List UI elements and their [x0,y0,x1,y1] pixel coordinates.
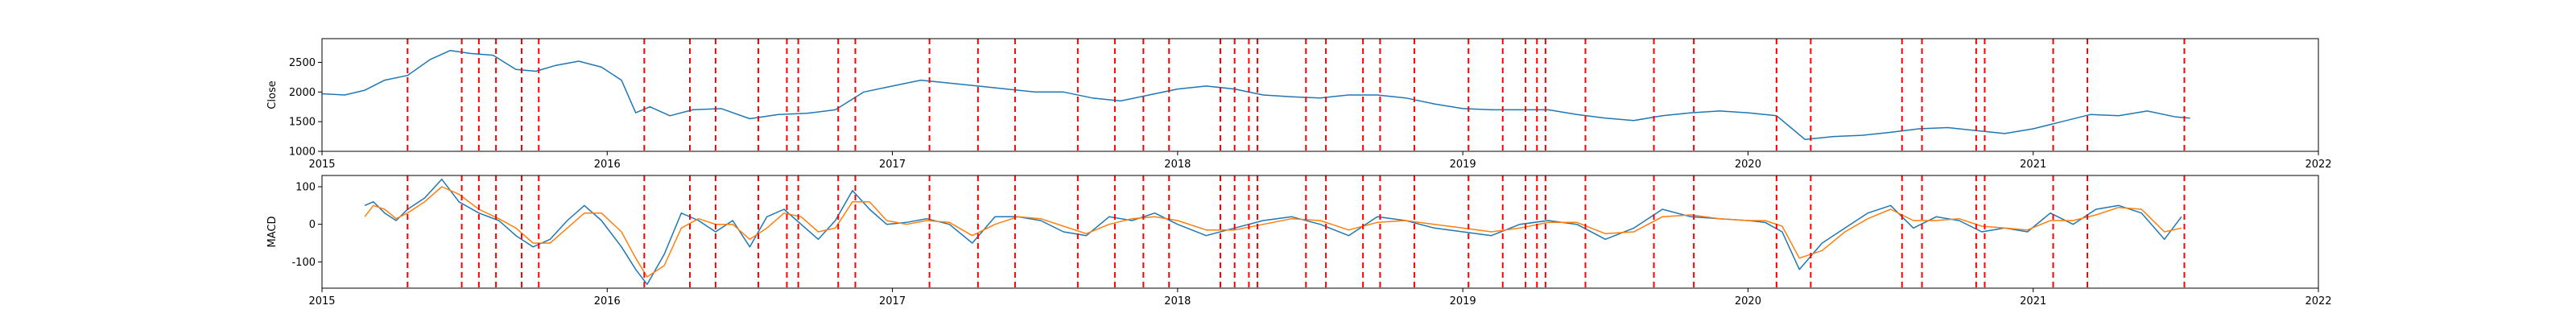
y-tick-label: 1500 [289,117,316,129]
x-tick-label: 2021 [2020,159,2046,171]
series-line-1 [322,49,2190,141]
y-tick-label: 2000 [289,87,316,99]
x-tick-label: 2020 [1735,295,1761,307]
x-tick-label: 2018 [1164,295,1191,307]
panel-2: 2015 2016 2017 2018 2019 2020 2021 2022 -100 0 100… [266,175,2332,307]
series-line-1 [364,178,2182,286]
x-tick-label: 2016 [594,159,621,171]
axes-frame [321,38,2319,152]
axes-frame [321,175,2319,289]
y-axis-label: MACD [266,217,279,248]
x-tick-label: 2017 [879,159,906,171]
x-tick-label: 2020 [1735,159,1761,171]
series-line-2 [364,186,2182,278]
y-tick-label: 1000 [289,146,316,159]
panel-1: 2015 2016 2017 2018 2019 2020 2021 2022 1000 1500… [266,38,2332,171]
x-tick-label: 2016 [594,295,621,307]
x-tick-label: 2015 [308,295,335,307]
y-axis-label: Close [266,80,279,109]
x-tick-label: 2015 [308,159,335,171]
x-tick-label: 2017 [879,295,906,307]
y-tick-label: -100 [291,257,316,269]
y-tick-label: 100 [295,182,316,194]
x-tick-label: 2018 [1164,159,1191,171]
y-tick-label: 0 [309,219,316,231]
x-tick-label: 2022 [2305,159,2331,171]
x-tick-label: 2021 [2020,295,2046,307]
x-tick-label: 2019 [1450,159,1476,171]
x-tick-label: 2022 [2305,295,2331,307]
y-tick-label: 2500 [289,57,316,69]
x-tick-label: 2019 [1450,295,1476,307]
